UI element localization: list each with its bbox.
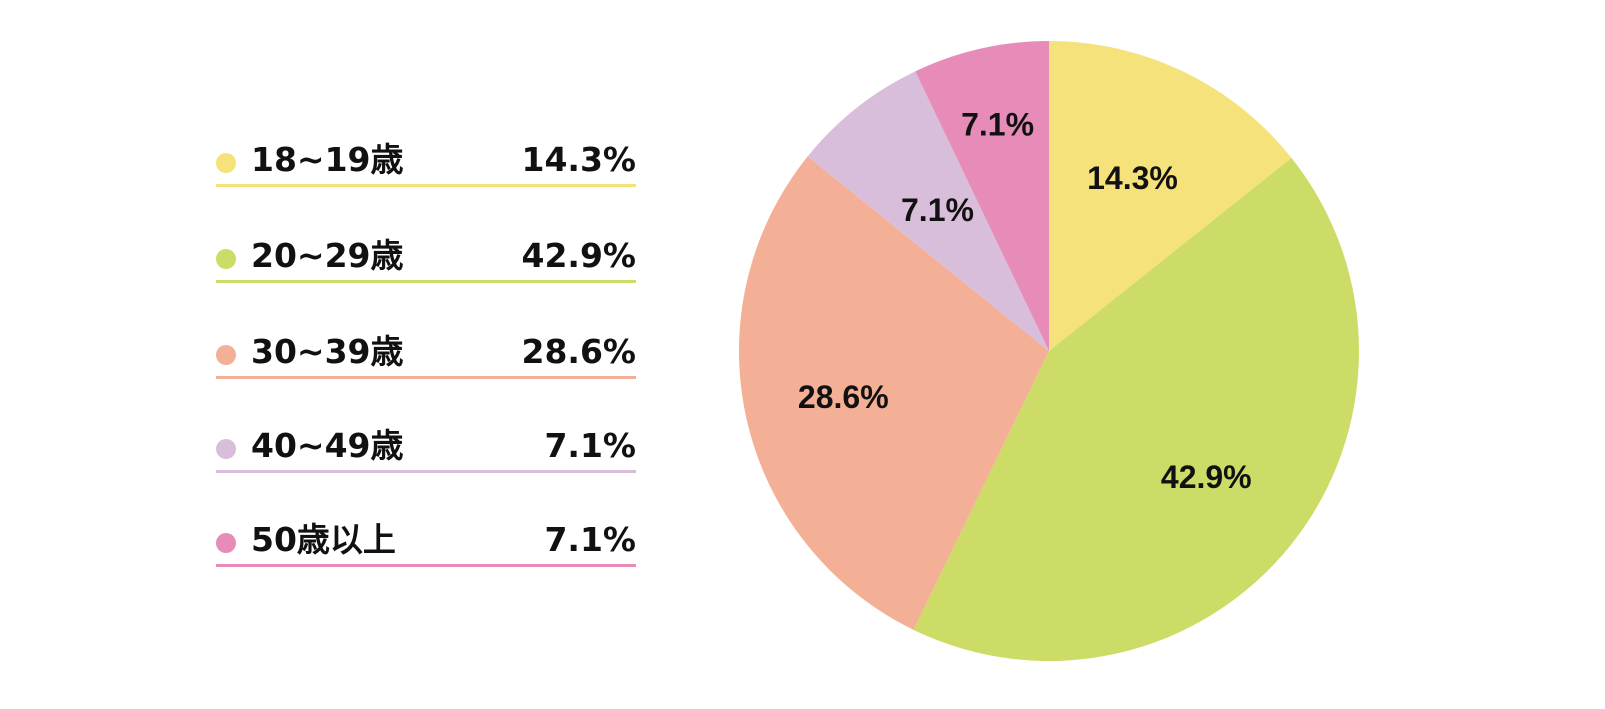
chart-legend: 18~19歳 14.3% 20~29歳 42.9% 30~39歳 28.6% 40~49歳 7…: [0, 0, 700, 709]
legend-underline: [216, 564, 636, 567]
legend-color-dot: [216, 249, 236, 269]
legend-item: 30~39歳 28.6%: [216, 318, 637, 379]
legend-color-dot: [216, 153, 236, 173]
legend-item: 20~29歳 42.9%: [216, 222, 637, 283]
slice-data-label: 7.1%: [901, 192, 974, 228]
legend-label: 40~49歳: [251, 426, 404, 465]
legend-underline: [216, 470, 636, 473]
legend-underline: [216, 184, 636, 187]
legend-item: 18~19歳 14.3%: [216, 126, 637, 187]
legend-color-dot: [216, 533, 236, 553]
legend-color-dot: [216, 345, 236, 365]
slice-data-label: 28.6%: [798, 379, 889, 415]
legend-value: 42.9%: [521, 236, 637, 275]
pie-slice: [807, 71, 1049, 351]
legend-label: 20~29歳: [251, 236, 404, 275]
slice-data-label: 7.1%: [961, 106, 1034, 142]
legend-label: 18~19歳: [251, 140, 404, 179]
legend-label: 30~39歳: [251, 332, 404, 371]
pie-slice: [1049, 41, 1292, 351]
legend-value: 28.6%: [521, 332, 637, 371]
legend-label: 50歳以上: [251, 520, 396, 559]
slice-data-label: 42.9%: [1161, 459, 1252, 495]
pie-slice: [739, 156, 1049, 630]
slice-data-label: 14.3%: [1087, 160, 1178, 196]
legend-value: 14.3%: [521, 140, 637, 179]
legend-item: 50歳以上 7.1%: [216, 506, 636, 567]
legend-underline: [216, 376, 636, 379]
pie-slice: [915, 41, 1049, 351]
legend-value: 7.1%: [544, 426, 636, 465]
legend-value: 7.1%: [544, 520, 636, 559]
legend-underline: [216, 280, 636, 283]
legend-color-dot: [216, 439, 236, 459]
legend-item: 40~49歳 7.1%: [216, 412, 636, 473]
pie-slice: [913, 157, 1360, 662]
